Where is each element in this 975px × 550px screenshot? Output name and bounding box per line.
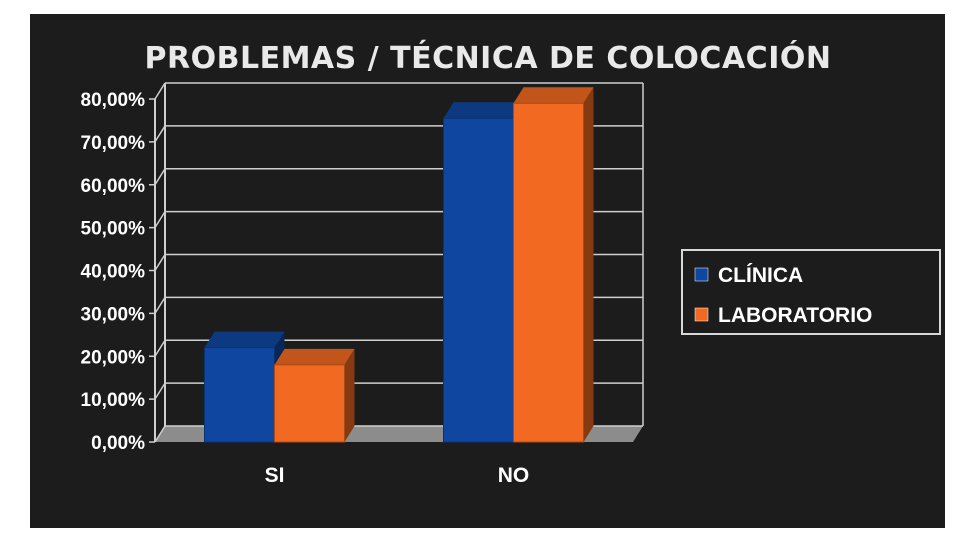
gridline-diagonal bbox=[154, 125, 166, 143]
gridline-diagonal bbox=[154, 82, 166, 100]
y-tick-label: 30,00% bbox=[81, 304, 146, 325]
legend-box bbox=[681, 249, 941, 335]
gridline-diagonal bbox=[154, 168, 166, 186]
y-tick-label: 70,00% bbox=[81, 133, 146, 154]
y-tick-label: 10,00% bbox=[81, 390, 146, 411]
gridline-diagonal bbox=[154, 425, 166, 443]
bar bbox=[204, 347, 275, 443]
gridline-diagonal bbox=[154, 382, 166, 400]
y-axis-ticks: 0,00% 10,00% 20,00% 30,00% 40,00% 50,00% 60,00… bbox=[81, 90, 146, 454]
x-category-label: NO bbox=[498, 464, 530, 487]
y-tick-label: 80,00% bbox=[81, 90, 146, 111]
bar-top bbox=[274, 348, 355, 365]
legend-label-clinica: CLÍNICA bbox=[718, 264, 803, 287]
bar-chart: PROBLEMAS / TÉCNICA DE COLOCACIÓN 0,00% 1… bbox=[81, 39, 941, 487]
bar-top bbox=[204, 331, 285, 348]
x-axis-categories: SI NO bbox=[265, 464, 530, 487]
x-category-label: SI bbox=[265, 464, 285, 487]
chart-title: PROBLEMAS / TÉCNICA DE COLOCACIÓN bbox=[145, 39, 832, 76]
legend-swatch-laboratorio bbox=[694, 307, 709, 322]
legend: CLÍNICA LABORATORIO bbox=[681, 249, 941, 335]
bar-side bbox=[344, 348, 355, 442]
y-tick-label: 50,00% bbox=[81, 219, 146, 240]
bar-top bbox=[443, 102, 524, 119]
bar-side bbox=[583, 87, 594, 442]
legend-label-laboratorio: LABORATORIO bbox=[718, 304, 872, 327]
y-tick-label: 20,00% bbox=[81, 347, 146, 368]
gridline-diagonal bbox=[154, 296, 166, 314]
gridline-diagonal bbox=[154, 254, 166, 271]
bar bbox=[513, 102, 584, 443]
y-tick-label: 60,00% bbox=[81, 176, 146, 197]
gridline-diagonal bbox=[154, 339, 166, 357]
bar-layer bbox=[204, 87, 594, 443]
y-tick-label: 0,00% bbox=[91, 433, 145, 454]
gridline-diagonal bbox=[154, 211, 166, 229]
legend-swatch-clinica bbox=[694, 267, 709, 282]
bar bbox=[443, 117, 514, 443]
chart-frame: PROBLEMAS / TÉCNICA DE COLOCACIÓN 0,00% 1… bbox=[30, 14, 945, 528]
y-tick-label: 40,00% bbox=[81, 262, 146, 283]
bar bbox=[274, 364, 345, 443]
bar-top bbox=[513, 87, 594, 104]
